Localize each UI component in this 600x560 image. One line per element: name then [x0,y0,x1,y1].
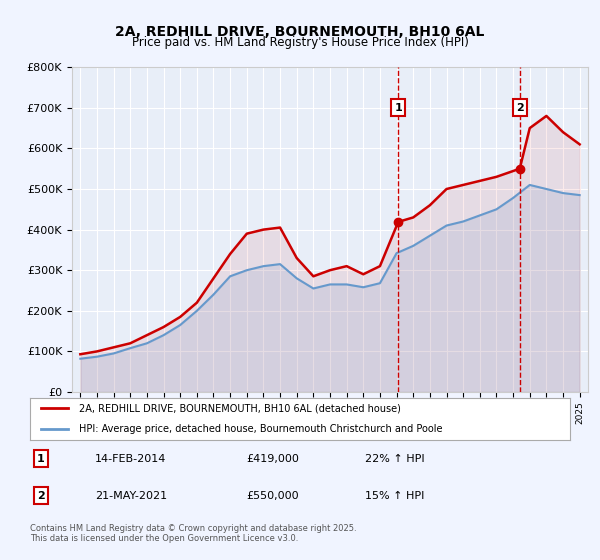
Text: 15% ↑ HPI: 15% ↑ HPI [365,491,424,501]
Text: £550,000: £550,000 [246,491,299,501]
Text: £419,000: £419,000 [246,454,299,464]
Text: 2A, REDHILL DRIVE, BOURNEMOUTH, BH10 6AL: 2A, REDHILL DRIVE, BOURNEMOUTH, BH10 6AL [115,25,485,39]
Text: 2: 2 [516,103,524,113]
Text: 14-FEB-2014: 14-FEB-2014 [95,454,166,464]
Text: 1: 1 [37,454,44,464]
Text: 1: 1 [394,103,402,113]
Text: Contains HM Land Registry data © Crown copyright and database right 2025.
This d: Contains HM Land Registry data © Crown c… [30,524,356,543]
Text: 22% ↑ HPI: 22% ↑ HPI [365,454,424,464]
Text: Price paid vs. HM Land Registry's House Price Index (HPI): Price paid vs. HM Land Registry's House … [131,36,469,49]
Text: 2: 2 [37,491,44,501]
Text: HPI: Average price, detached house, Bournemouth Christchurch and Poole: HPI: Average price, detached house, Bour… [79,424,442,434]
Text: 21-MAY-2021: 21-MAY-2021 [95,491,167,501]
Text: 2A, REDHILL DRIVE, BOURNEMOUTH, BH10 6AL (detached house): 2A, REDHILL DRIVE, BOURNEMOUTH, BH10 6AL… [79,403,400,413]
